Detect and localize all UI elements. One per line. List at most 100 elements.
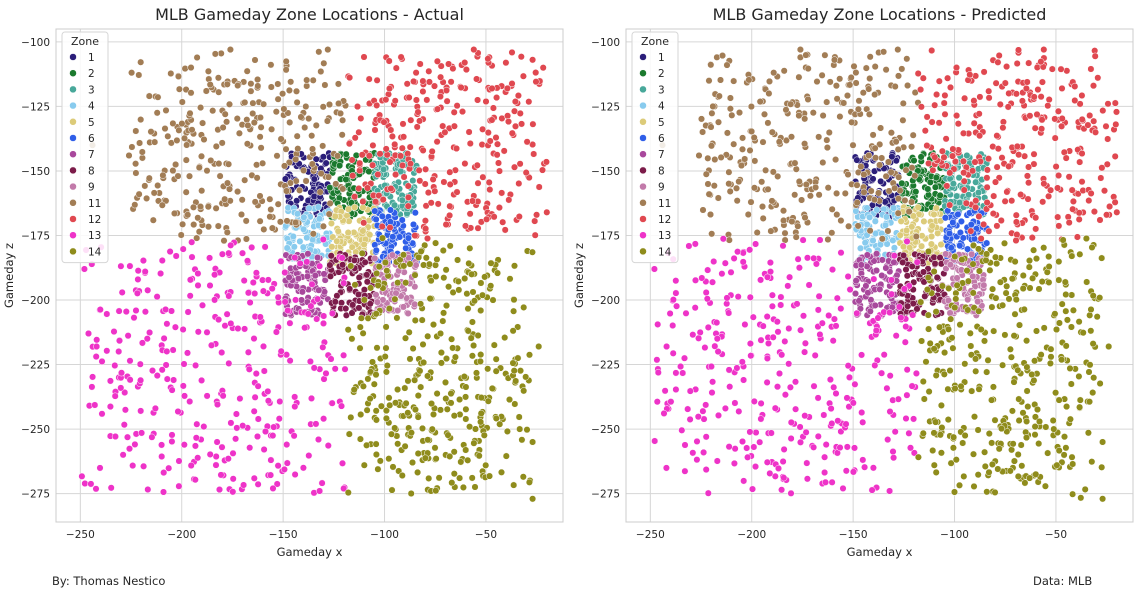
- point-zone-13: [92, 353, 100, 361]
- point-zone-11: [320, 59, 328, 67]
- point-zone-14: [993, 260, 1001, 268]
- point-zone-11: [334, 80, 342, 88]
- point-zone-12: [535, 183, 543, 191]
- point-zone-12: [1015, 151, 1023, 159]
- point-zone-11: [145, 92, 153, 100]
- point-zone-11: [833, 189, 841, 197]
- point-zone-14: [414, 392, 422, 400]
- point-zone-12: [531, 217, 539, 225]
- point-zone-8: [933, 273, 941, 282]
- point-zone-14: [1068, 291, 1076, 299]
- point-zone-13: [153, 372, 161, 380]
- point-zone-13: [707, 362, 715, 371]
- point-zone-13: [213, 438, 221, 446]
- point-zone-11: [905, 208, 913, 216]
- point-zone-14: [443, 405, 451, 413]
- point-zone-13: [821, 478, 830, 486]
- point-zone-6: [956, 242, 964, 250]
- point-zone-13: [276, 397, 284, 406]
- point-zone-13: [906, 444, 915, 452]
- point-zone-14: [1029, 274, 1037, 282]
- point-zone-14: [433, 255, 441, 263]
- point-zone-14: [1040, 324, 1048, 332]
- point-zone-13: [130, 314, 138, 322]
- point-zone-13: [818, 319, 826, 327]
- point-zone-12: [369, 161, 377, 169]
- point-zone-12: [378, 222, 386, 231]
- point-zone-11: [214, 222, 222, 230]
- point-zone-14: [1062, 342, 1070, 350]
- point-zone-13: [223, 310, 231, 318]
- point-zone-12: [508, 129, 516, 137]
- point-zone-11: [277, 135, 285, 143]
- point-zone-13: [198, 376, 206, 384]
- point-zone-13: [750, 397, 758, 405]
- point-zone-14: [985, 468, 993, 476]
- point-zone-13: [206, 254, 214, 262]
- point-zone-12: [502, 59, 510, 67]
- point-zone-13: [260, 445, 268, 454]
- point-zone-11: [762, 166, 770, 174]
- point-zone-13: [723, 294, 731, 302]
- legend-label-zone-5: 5: [658, 117, 665, 129]
- point-zone-14: [944, 385, 952, 393]
- point-zone-14: [1000, 239, 1009, 247]
- point-zone-12: [473, 75, 481, 83]
- point-zone-1: [281, 175, 289, 183]
- point-zone-13: [654, 368, 662, 377]
- point-zone-11: [302, 177, 310, 185]
- point-zone-8: [908, 262, 916, 270]
- point-zone-14: [468, 318, 476, 326]
- point-zone-5: [359, 227, 367, 235]
- point-zone-11: [247, 80, 255, 88]
- point-zone-14: [503, 427, 511, 435]
- point-zone-12: [1075, 215, 1083, 223]
- point-zone-8: [913, 305, 921, 313]
- point-zone-6: [372, 246, 380, 254]
- point-zone-5: [927, 240, 935, 248]
- point-zone-11: [292, 87, 301, 95]
- point-zone-13: [167, 307, 176, 315]
- x-axis-label: Gameday x: [277, 545, 343, 559]
- legend-marker-zone-1: [639, 53, 647, 61]
- point-zone-13: [246, 298, 254, 307]
- point-zone-13: [811, 351, 819, 359]
- point-zone-13: [741, 320, 749, 329]
- point-zone-11: [859, 89, 867, 97]
- point-zone-14: [493, 269, 502, 277]
- point-zone-13: [320, 415, 328, 423]
- point-zone-11: [911, 88, 919, 97]
- point-zone-12: [421, 180, 429, 188]
- point-zone-13: [890, 252, 898, 260]
- point-zone-13: [88, 383, 96, 391]
- point-zone-13: [749, 313, 757, 321]
- point-zone-11: [846, 81, 854, 89]
- point-zone-13: [153, 293, 161, 301]
- point-zone-13: [871, 361, 879, 369]
- point-zone-14: [1058, 300, 1066, 308]
- point-zone-11: [735, 178, 743, 186]
- point-zone-12: [413, 123, 421, 131]
- point-zone-11: [293, 132, 301, 140]
- point-zone-12: [358, 151, 366, 159]
- point-zone-14: [977, 325, 985, 334]
- point-zone-13: [739, 258, 747, 266]
- point-zone-13: [912, 369, 920, 377]
- legend-marker-zone-8: [69, 166, 77, 175]
- point-zone-13: [858, 408, 866, 417]
- point-zone-11: [159, 171, 167, 179]
- point-zone-11: [758, 178, 766, 186]
- point-zone-14: [405, 328, 413, 336]
- point-zone-13: [270, 423, 278, 431]
- point-zone-13: [158, 452, 166, 461]
- point-zone-13: [240, 277, 248, 285]
- point-zone-12: [1112, 120, 1120, 128]
- point-zone-12: [1004, 103, 1012, 111]
- point-zone-14: [1040, 244, 1048, 252]
- point-zone-14: [368, 358, 377, 366]
- point-zone-11: [792, 165, 800, 173]
- point-zone-8: [331, 298, 339, 306]
- point-zone-12: [1003, 63, 1011, 71]
- point-zone-7: [862, 282, 870, 290]
